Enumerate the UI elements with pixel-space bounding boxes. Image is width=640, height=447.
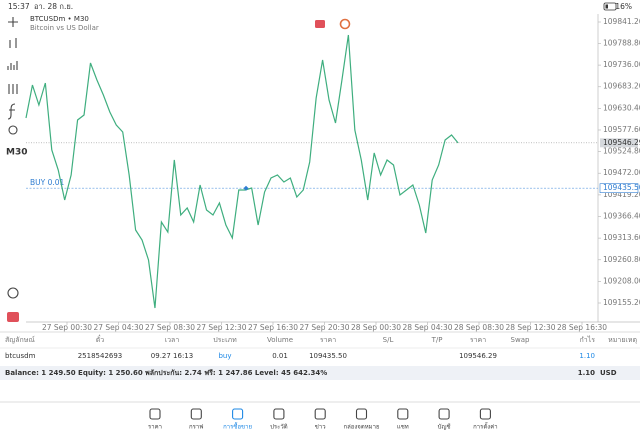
nav-label[interactable]: ราคา [148,424,162,431]
column-header: S/L [383,336,394,344]
battery-level [605,4,608,9]
y-tick-label: 109736.00 [603,60,640,69]
column-header: ราคา [470,336,486,344]
x-tick-label: 28 Sep 00:30 [351,323,401,332]
x-tick-label: 28 Sep 04:30 [402,323,452,332]
chart-title: BTCUSDm • M30 [30,15,89,23]
order-label: BUY 0.01 [30,178,65,187]
balance-text: Balance: 1 249.50 Equity: 1 250.60 พลักป… [5,369,327,377]
y-tick-label: 109155.20 [603,298,640,307]
nav-icon[interactable] [149,408,161,420]
indicators-tool[interactable] [8,84,18,94]
battery-icon [603,2,617,11]
current-price-box [600,138,638,148]
y-tick-label: 109366.40 [603,211,640,220]
x-tick-label: 27 Sep 16:30 [248,323,298,332]
nav-icon[interactable] [355,408,368,420]
price-line [25,34,459,309]
column-header: สัญลักษณ์ [5,336,35,344]
column-header: Volume [267,336,293,344]
column-header: หมายเหตุ [608,336,637,344]
column-header: ราคา [320,336,336,344]
column-header: Swap [511,336,530,344]
y-tick-label: 109788.80 [603,38,640,47]
entry-marker [243,185,249,191]
row-cell[interactable]: 109546.29 [459,352,497,360]
zoom-tool[interactable] [7,287,19,299]
row-cell[interactable]: 0.01 [272,352,288,360]
indicator-button[interactable] [339,18,351,30]
y-tick-label: 109419.20 [603,190,640,199]
row-cell[interactable]: 109435.50 [309,352,347,360]
chart-type-tool[interactable] [9,38,17,48]
row-cell[interactable]: buy [218,352,231,360]
x-tick-label: 27 Sep 08:30 [145,323,195,332]
status-battery: 16% [615,2,632,11]
nav-label[interactable]: กราฟ [189,424,203,431]
objects-tool[interactable] [8,125,18,135]
column-header: ประเภท [213,336,237,344]
crosshair-tool[interactable] [8,17,18,27]
nav-label[interactable]: แชท [397,424,409,431]
column-header: กำไร [580,335,596,344]
row-cell[interactable]: 09.27 16:13 [151,352,193,360]
nav-label[interactable]: การซื้อขาย [223,421,252,431]
row-cell[interactable]: 2518542693 [78,352,123,360]
total-profit: 1.10 [578,369,595,377]
app-logo [7,312,19,322]
x-tick-label: 27 Sep 20:30 [299,323,349,332]
nav-icon[interactable] [232,408,244,420]
y-tick-label: 109208.00 [603,276,640,285]
bottom-nav: ราคา กราฟ การซื้อขาย ประวัติ ข่าว กล่องจดหมาย… [148,408,498,431]
nav-label[interactable]: กล่องจดหมาย [343,424,379,431]
y-tick-label: 109524.80 [603,147,640,156]
column-header: เวลา [165,336,180,344]
nav-label[interactable]: ประวัติ [270,424,288,431]
row-cell[interactable]: btcusdm [5,352,36,360]
balance-bar [0,366,640,380]
chart-subtitle: Bitcoin vs US Dollar [30,24,99,32]
order-price-label: 109435.50 [603,183,640,192]
chart-plot: 109841.26 109788.80 109736.00 109683.20 1096… [25,17,640,332]
nav-icon[interactable] [479,408,491,420]
current-price-label: 109546.29 [603,138,640,147]
positions-table: สัญลักษณ์ ตั๋ว เวลา ประเภท Volume ราคา S/L T/P ร… [0,335,640,360]
y-tick-label: 109683.20 [603,82,640,91]
row-cell[interactable]: 1.10 [579,352,595,360]
x-tick-label: 28 Sep 08:30 [454,323,504,332]
column-header: T/P [431,336,443,344]
nav-label[interactable]: ข่าว [315,424,326,431]
nav-label[interactable]: การตั้งค่า [473,421,497,431]
status-time: 15:37 [8,2,30,11]
y-tick-label: 109630.40 [603,103,640,112]
left-toolbar [7,17,19,299]
nav-label[interactable]: บัญชี [438,423,451,431]
y-tick-label: 109472.00 [603,168,640,177]
y-tick-label: 109577.60 [603,125,640,134]
column-header: ตั๋ว [96,335,105,344]
nav-icon[interactable] [273,408,285,420]
currency: USD [600,369,617,377]
function-tool[interactable] [7,103,16,120]
x-tick-label: 27 Sep 04:30 [93,323,143,332]
nav-icon[interactable] [190,408,202,420]
nav-icon[interactable] [314,408,326,420]
trade-button[interactable] [315,20,325,28]
x-tick-label: 28 Sep 16:30 [557,323,607,332]
y-tick-label: 109841.26 [603,17,640,26]
y-tick-label: 109260.80 [603,255,640,264]
x-tick-label: 27 Sep 00:30 [42,323,92,332]
volume-tool[interactable] [7,61,18,70]
order-price-box [599,183,639,193]
x-tick-label: 27 Sep 12:30 [196,323,246,332]
x-tick-label: 28 Sep 12:30 [505,323,555,332]
y-tick-label: 109313.60 [603,233,640,242]
nav-icon[interactable] [397,408,409,420]
timeframe[interactable]: M30 [6,148,27,158]
status-date: อา. 28 ก.ย. [34,2,73,11]
nav-icon[interactable] [438,408,450,420]
